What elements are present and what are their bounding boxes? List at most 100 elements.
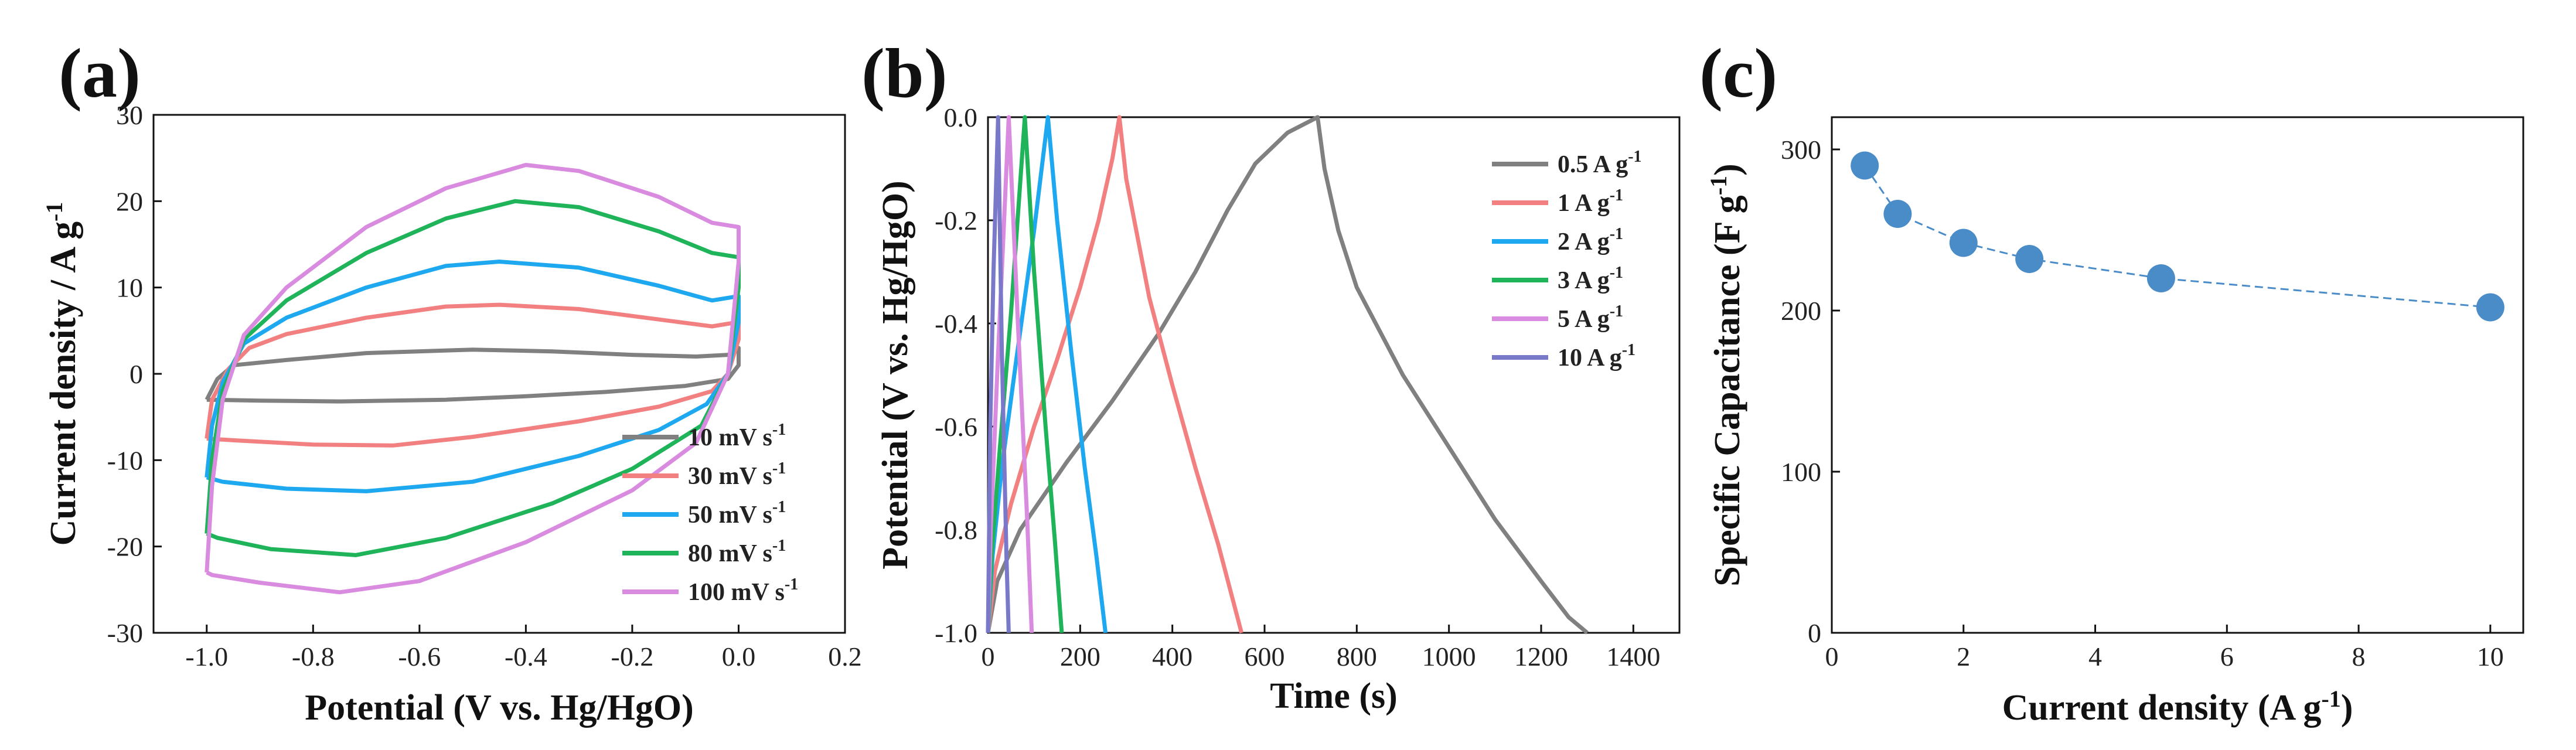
legend-label-2: 2 A g-1 [1558,225,1623,255]
legend-label-5: 10 A g-1 [1558,341,1635,371]
series-line-0 [205,346,741,404]
legend-sup: -1 [1610,302,1623,321]
series-line-2 [205,260,741,493]
gcd-chart: (b) 0 200 400 600 800 1000 1200 1400 -1.0 -0.8 -0… [861,34,1681,716]
series-line-1 [205,302,741,448]
x-tick-label: 0.0 [722,642,756,671]
x-tick-label: 1000 [1422,642,1476,671]
x-axis-label-c: Current density (A g-1) [2002,686,2353,728]
data-point-2 [1949,229,1978,257]
y-tick-label: 100 [1781,457,1821,487]
legend-text: 0.5 A g [1558,151,1628,178]
data-point-4 [2146,264,2175,292]
x-tick-label: 0.2 [828,642,862,671]
cv-chart: (a) -1.0 -0.8 -0.6 -0.4 -0.2 0.0 0.2 -30-20-10… [41,34,862,728]
y-axis-label-c-sup: -1 [1705,176,1732,195]
legend-label-0: 10 mV s-1 [688,421,786,451]
plot-frame-b [987,116,1681,634]
data-point-1 [1883,200,1912,228]
legend-sup: -1 [772,498,786,516]
series-group-c [1851,151,2505,322]
legend-text: 5 A g [1558,306,1610,333]
x-axis-label-c-end: ) [2341,688,2353,728]
x-tick-label: 1400 [1606,642,1660,671]
series-line-2 [986,115,1108,633]
x-ticks-c: 0 2 4 6 8 10 [1825,625,2504,671]
series-group-a [205,163,741,595]
y-tick-label: -30 [107,618,143,648]
series-line-0 [986,115,1589,635]
x-tick-label: 0 [982,642,995,671]
x-tick-label: 8 [2352,642,2366,671]
plot-frame-c [1831,116,2524,634]
legend-text: 2 A g [1558,229,1610,255]
legend-sup: -1 [1610,225,1623,243]
y-axis-label-b: Potential (V vs. Hg/HgO) [875,180,915,570]
series-line-1 [986,115,1244,633]
y-tick-label: -20 [107,532,143,562]
series-line-3 [205,199,741,557]
x-tick-label: 200 [1060,642,1100,671]
y-tick-label: 10 [116,273,143,303]
legend-sup: -1 [1622,341,1635,359]
legend-b: 0.5 A g-11 A g-12 A g-13 A g-15 A g-110 … [1492,148,1642,371]
legend-label-0: 0.5 A g-1 [1558,148,1642,178]
x-axis-label-b: Time (s) [1270,676,1398,716]
y-tick-label: -0.2 [935,206,977,236]
panel-label-a: (a) [59,34,141,112]
legend-label-4: 5 A g-1 [1558,302,1623,333]
legend-text: 80 mV s [688,540,772,567]
data-point-0 [1851,151,1879,180]
y-tick-label: 30 [116,100,143,130]
y-tick-label: -0.4 [935,309,977,339]
legend-sup: -1 [1610,264,1623,282]
y-axis-label-a-sup: -1 [41,202,67,221]
y-axis-label-c: Specific Capacitance (F g-1) [1705,163,1747,586]
series-line-3 [986,115,1064,633]
y-axis-label-c-end: ) [1708,163,1747,176]
y-ticks-a: -30 -20 -10 0 10 20 30 [107,100,162,648]
y-tick-label: 200 [1781,296,1821,326]
legend-sup: -1 [772,459,786,478]
y-tick-label: 0 [130,359,143,389]
data-point-5 [2476,293,2505,322]
x-tick-label: -0.2 [611,642,654,671]
series-line-4 [205,163,741,595]
y-tick-label: 0 [1808,618,1821,648]
y-tick-label: -1.0 [935,618,977,648]
x-axis-label-c-sup: -1 [2321,686,2340,712]
data-point-3 [2015,245,2044,273]
y-tick-label: 20 [116,186,143,216]
x-axis-label-c-text: Current density (A g [2002,688,2322,728]
y-tick-label: -0.6 [935,412,977,442]
series-group-b [986,115,1589,635]
legend-label-3: 3 A g-1 [1558,264,1623,294]
y-tick-label: -10 [107,445,143,475]
y-tick-label: 0.0 [944,103,978,132]
legend-text: 1 A g [1558,190,1610,217]
legend-label-3: 80 mV s-1 [688,537,786,567]
legend-sup: -1 [1628,148,1641,166]
x-tick-label: 1200 [1514,642,1568,671]
x-tick-label: 2 [1957,642,1970,671]
x-tick-label: -0.6 [398,642,441,671]
legend-text: 30 mV s [688,463,772,490]
y-tick-label: 300 [1781,135,1821,165]
legend-sup: -1 [785,575,798,594]
y-ticks-b: -1.0 -0.8 -0.6 -0.4 -0.2 0.0 [935,103,996,648]
legend-text: 10 A g [1558,345,1622,371]
y-axis-label-a: Current density / A g-1 [41,202,83,546]
legend-text: 100 mV s [688,579,785,606]
legend-sup: -1 [772,421,786,439]
legend-label-1: 1 A g-1 [1558,186,1623,217]
x-tick-label: -0.4 [505,642,547,671]
series-line-5 [986,115,1011,633]
x-tick-label: 4 [2088,642,2102,671]
x-axis-label-a: Potential (V vs. Hg/HgO) [305,688,694,728]
x-tick-label: 10 [2477,642,2504,671]
x-tick-label: -1.0 [185,642,228,671]
y-ticks-c: 0 100 200 300 [1781,135,1840,648]
panel-label-b: (b) [861,34,948,112]
legend-text: 10 mV s [688,424,772,451]
